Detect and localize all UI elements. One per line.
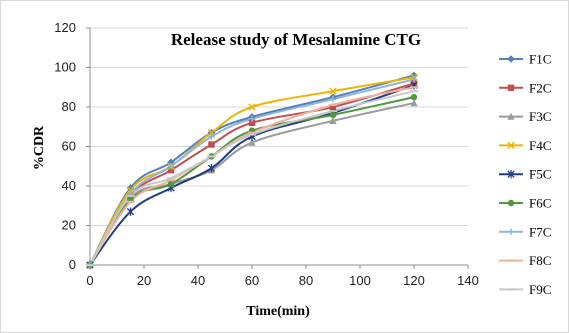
- data-point-f3c: [410, 99, 418, 107]
- legend-label-f9c: F9C: [529, 282, 551, 297]
- data-point-f6c: [410, 93, 418, 101]
- legend-item-f8c: F8C: [499, 253, 551, 268]
- legend-item-f1c: F1C: [499, 52, 551, 67]
- data-point-f2c: [208, 141, 215, 148]
- data-point-f7c: [410, 76, 418, 83]
- legend-item-f2c: F2C: [499, 80, 551, 95]
- y-tick-label: 40: [62, 178, 76, 193]
- legend-marker-f5c: [507, 170, 515, 179]
- legend-marker-f4c: [507, 141, 515, 150]
- x-tick-label: 40: [191, 273, 205, 288]
- data-point-f7c: [329, 95, 337, 103]
- legend-label-f4c: F4C: [529, 138, 551, 153]
- x-tick-label: 120: [403, 273, 425, 288]
- series-line-f5c: [89, 84, 415, 266]
- x-tick-label: 140: [457, 273, 479, 288]
- gridlines: [90, 27, 468, 226]
- x-axis-label: Time(min): [246, 304, 310, 319]
- data-point-f7c: [208, 133, 215, 140]
- legend-item-f6c: F6C: [499, 196, 551, 211]
- x-tick-labels: 0 20 40 60 80 100 120 140: [86, 273, 478, 288]
- data-point-f4c: [126, 186, 135, 194]
- data-point-f1c: [126, 184, 135, 192]
- data-point-f4c: [248, 103, 256, 111]
- data-point-f2c: [329, 103, 337, 111]
- legend-label-f1c: F1C: [529, 52, 551, 67]
- legend-label-f2c: F2C: [529, 80, 551, 95]
- legend-label-f3c: F3C: [529, 109, 551, 124]
- legend-marker-f6c: [507, 199, 515, 207]
- x-tick-label: 20: [137, 273, 151, 288]
- data-point-f7c: [167, 163, 175, 170]
- legend-marker-f1c: [507, 55, 515, 63]
- legend-item-f9c: F9C: [499, 282, 551, 297]
- series-line-f1c: [89, 74, 415, 266]
- series-markers: [85, 71, 419, 270]
- legend-label-f6c: F6C: [529, 196, 551, 211]
- series-line-f4c: [89, 76, 415, 266]
- legend-marker-f2c: [507, 84, 515, 91]
- legend-item-f3c: F3C: [499, 109, 551, 124]
- legend-label-f5c: F5C: [529, 167, 551, 182]
- data-point-f2c: [167, 167, 175, 174]
- x-tick-label: 100: [349, 273, 371, 288]
- data-point-f5c: [207, 164, 216, 173]
- axes: [86, 27, 469, 269]
- y-tick-labels: 0 20 40 60 80 100 120: [54, 20, 76, 272]
- y-tick-label: 120: [54, 20, 76, 35]
- legend-marker-f3c: [507, 112, 515, 120]
- y-tick-label: 60: [62, 139, 76, 154]
- data-point-f6c: [329, 111, 337, 119]
- y-tick-label: 80: [62, 99, 76, 114]
- data-point-f3c: [329, 117, 337, 125]
- series-lines: [89, 74, 415, 266]
- data-point-f6c: [167, 180, 175, 188]
- data-point-f1c: [410, 71, 418, 80]
- data-point-f4c: [329, 87, 337, 95]
- y-tick-label: 0: [69, 257, 76, 272]
- data-point-f7c: [248, 115, 256, 123]
- legend-label-f7c: F7C: [529, 224, 551, 239]
- x-tick-label: 80: [299, 273, 313, 288]
- x-tick-label: 0: [86, 273, 93, 288]
- legend-label-f8c: F8C: [529, 253, 551, 268]
- series-line-f3c: [89, 102, 415, 266]
- legend-marker-f7c: [507, 228, 515, 235]
- legend-item-f5c: F5C: [499, 167, 551, 182]
- data-point-f3c: [248, 138, 256, 146]
- y-tick-label: 100: [54, 60, 76, 75]
- data-point-f4c: [207, 128, 216, 137]
- legend-item-f7c: F7C: [499, 224, 551, 239]
- chart-title: Release study of Mesalamine CTG: [171, 30, 421, 49]
- legend-item-f4c: F4C: [499, 138, 551, 153]
- y-axis-label: %CDR: [32, 125, 47, 170]
- x-tick-label: 60: [245, 273, 259, 288]
- data-point-f2c: [248, 119, 256, 126]
- series-line-f2c: [89, 82, 415, 266]
- y-tick-label: 20: [62, 218, 76, 233]
- legend: F1C F2C F3C F4C F5C F6C F7C F8C F9C: [499, 52, 551, 297]
- data-point-f5c: [126, 207, 135, 216]
